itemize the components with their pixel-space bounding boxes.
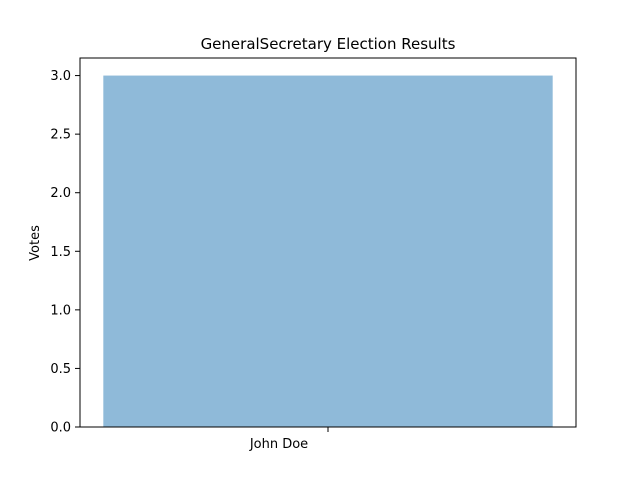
y-tick-label-3: 1.5 [50, 245, 71, 260]
x-tick-label-0: John Doe [249, 437, 308, 452]
axes-frame [79, 57, 577, 428]
y-tick-label-5: 2.5 [50, 128, 71, 143]
y-tick-label-4: 2.0 [50, 186, 71, 201]
bar-0 [103, 75, 553, 427]
y-tick-label-1: 0.5 [50, 362, 71, 377]
y-tick-label-2: 1.0 [50, 303, 71, 318]
y-tick-label-6: 3.0 [50, 69, 71, 84]
plot-area: John Doe 0.0 0.5 1.0 1.5 2.0 2.5 3.0 [50, 57, 577, 452]
chart-title: GeneralSecretary Election Results [201, 35, 456, 53]
y-tick-label-0: 0.0 [50, 421, 71, 436]
y-axis-label: Votes [28, 225, 43, 261]
